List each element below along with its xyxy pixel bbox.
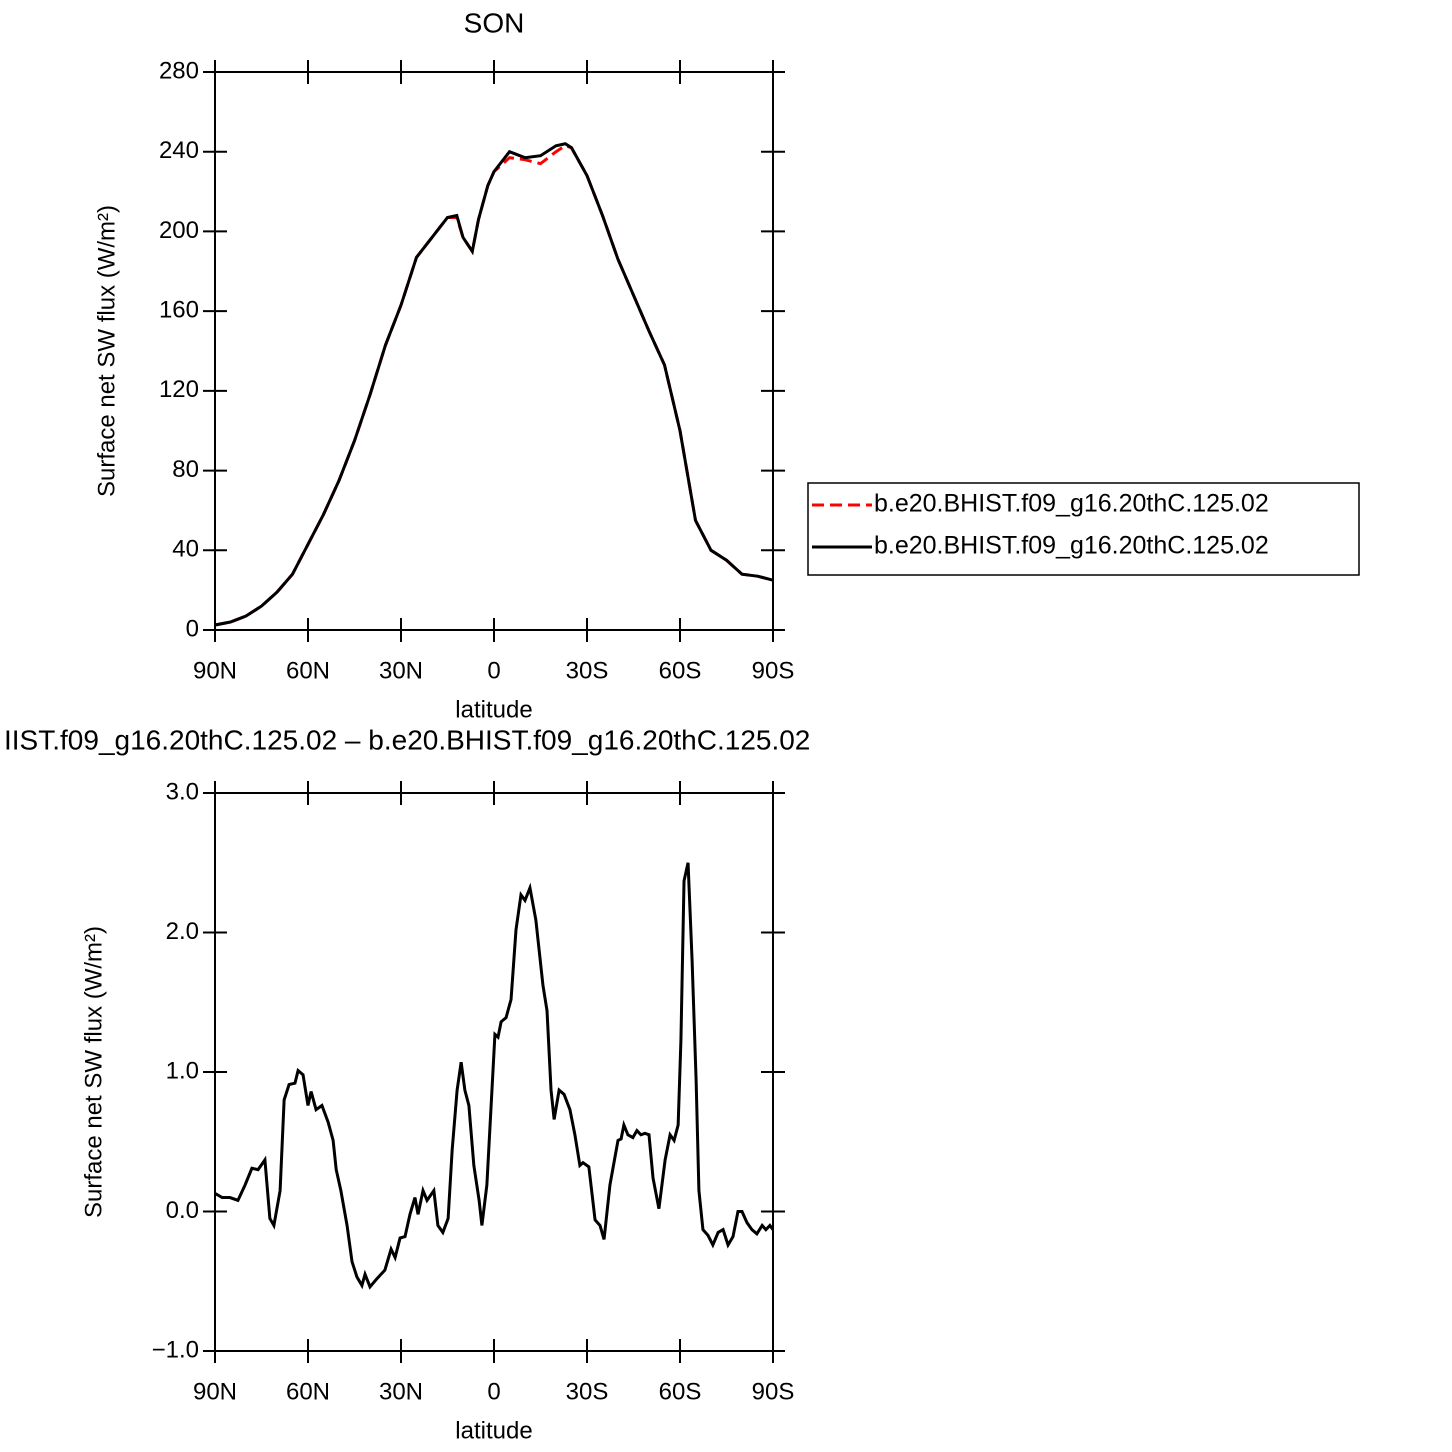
x-tick-label: 60S bbox=[659, 657, 702, 684]
y-tick-label: 0 bbox=[186, 615, 199, 642]
y-tick-label: 280 bbox=[159, 57, 199, 84]
y-axis-label: Surface net SW flux (W/m²) bbox=[80, 926, 107, 1218]
y-tick-label: 80 bbox=[172, 456, 199, 483]
x-tick-label: 90S bbox=[752, 1378, 795, 1405]
data-line bbox=[214, 142, 774, 627]
x-axis-label: latitude bbox=[455, 1417, 532, 1444]
data-line bbox=[214, 144, 774, 627]
legend-label: b.e20.BHIST.f09_g16.20thC.125.02 bbox=[874, 490, 1269, 518]
x-tick-label: 60N bbox=[286, 1378, 330, 1405]
y-tick-label: 160 bbox=[159, 296, 199, 323]
x-tick-label: 30S bbox=[566, 1378, 609, 1405]
chart-title: IIST.f09_g16.20thC.125.02 – b.e20.BHIST.… bbox=[4, 724, 810, 755]
y-tick-label: 1.0 bbox=[166, 1057, 199, 1084]
x-tick-label: 0 bbox=[487, 1378, 500, 1405]
x-tick-label: 60S bbox=[659, 1378, 702, 1405]
x-tick-label: 30N bbox=[379, 657, 423, 684]
y-tick-label: 3.0 bbox=[166, 778, 199, 805]
x-tick-label: 30N bbox=[379, 1378, 423, 1405]
y-tick-label: −1.0 bbox=[152, 1336, 199, 1363]
y-tick-label: 200 bbox=[159, 217, 199, 244]
chart-title: SON bbox=[464, 7, 525, 38]
x-tick-label: 0 bbox=[487, 657, 500, 684]
x-tick-label: 30S bbox=[566, 657, 609, 684]
data-line bbox=[214, 862, 775, 1290]
plot-frame bbox=[214, 71, 774, 631]
x-axis-label: latitude bbox=[455, 696, 532, 723]
plot-frame bbox=[214, 792, 774, 1352]
x-tick-label: 60N bbox=[286, 657, 330, 684]
y-tick-label: 40 bbox=[172, 536, 199, 563]
y-tick-label: 2.0 bbox=[166, 918, 199, 945]
y-axis-label: Surface net SW flux (W/m²) bbox=[93, 205, 120, 497]
x-tick-label: 90N bbox=[193, 657, 237, 684]
legend-box bbox=[807, 482, 1360, 576]
y-tick-label: 240 bbox=[159, 137, 199, 164]
legend-label: b.e20.BHIST.f09_g16.20thC.125.02 bbox=[874, 532, 1269, 560]
x-tick-label: 90N bbox=[193, 1378, 237, 1405]
x-tick-label: 90S bbox=[752, 657, 795, 684]
y-tick-label: 120 bbox=[159, 376, 199, 403]
y-tick-label: 0.0 bbox=[166, 1197, 199, 1224]
